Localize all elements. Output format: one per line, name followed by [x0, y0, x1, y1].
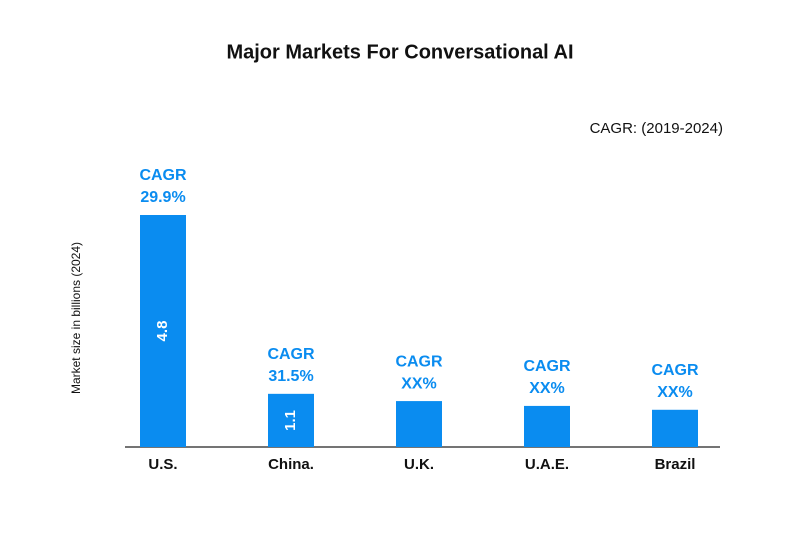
- x-tick-label: U.A.E.: [525, 456, 569, 473]
- annotation-title: CAGR: [267, 346, 315, 363]
- bar: [396, 401, 442, 447]
- value-label: 4.8: [154, 321, 171, 342]
- annotation-title: CAGR: [651, 362, 699, 379]
- annotation: XX%: [657, 384, 693, 401]
- annotation-title: CAGR: [523, 358, 571, 375]
- x-tick-label: Brazil: [655, 456, 696, 473]
- annotation: 31.5%: [268, 368, 313, 385]
- x-tick-label: U.S.: [148, 456, 177, 473]
- annotation: XX%: [529, 380, 565, 397]
- chart-title: Major Markets For Conversational AI: [226, 41, 573, 63]
- bar: [140, 215, 186, 447]
- annotation: XX%: [401, 375, 437, 392]
- bar: [652, 409, 698, 447]
- value-label: 1.1: [282, 410, 299, 431]
- annotation-title: CAGR: [139, 167, 187, 184]
- subtitle: CAGR: (2019-2024): [590, 120, 723, 137]
- annotation-title: CAGR: [395, 353, 443, 370]
- x-tick-label: China.: [268, 456, 314, 473]
- x-tick-label: U.K.: [404, 456, 434, 473]
- bar: [524, 405, 570, 447]
- bar: [268, 393, 314, 447]
- annotation: 29.9%: [140, 189, 185, 206]
- y-axis-label: Market size in billions (2024): [69, 242, 83, 394]
